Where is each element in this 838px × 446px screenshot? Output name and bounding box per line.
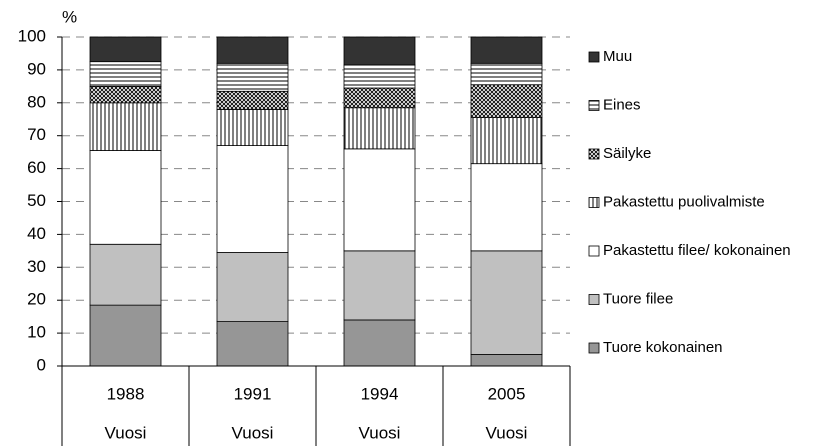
legend-swatch — [588, 51, 600, 63]
legend-swatch — [588, 148, 600, 160]
legend-label: Tuore kokonainen — [603, 339, 723, 356]
bar-segment — [89, 243, 162, 306]
bar-segment — [343, 107, 416, 150]
bar-segment — [470, 84, 543, 119]
bar-segment — [470, 117, 543, 165]
bar-segment — [343, 36, 416, 66]
x-group-label: Vuosi — [232, 423, 274, 442]
legend-swatch — [588, 197, 600, 208]
bar-segment — [470, 163, 543, 252]
bar-segment — [216, 252, 289, 322]
y-tick-label: 90 — [27, 59, 46, 78]
x-group-label: Vuosi — [105, 423, 147, 442]
x-tick-label: 2005 — [488, 384, 526, 403]
bar-segment — [216, 145, 289, 253]
legend-label: Tuore filee — [603, 290, 673, 307]
y-tick-label: 50 — [27, 191, 46, 210]
legend-label: Pakastettu filee/ kokonainen — [603, 242, 791, 259]
y-tick-label: 0 — [37, 355, 46, 374]
bar-segment — [216, 90, 289, 110]
bar-segment — [470, 36, 543, 64]
legend-label: Eines — [603, 96, 641, 113]
x-group-label: Vuosi — [486, 423, 528, 442]
legend-label: Muu — [603, 48, 632, 65]
bar-segment — [343, 148, 416, 252]
bar-segment — [89, 36, 162, 63]
y-tick-label: 30 — [27, 257, 46, 276]
bar-segment — [216, 108, 289, 146]
bar-segment — [216, 321, 289, 367]
bar-segment — [343, 64, 416, 89]
legend-swatch — [588, 245, 600, 257]
bar-segment — [343, 250, 416, 321]
x-group-label: Vuosi — [359, 423, 401, 442]
y-tick-label: 10 — [27, 323, 46, 342]
y-tick-label: 100 — [18, 26, 46, 45]
legend-swatch — [588, 342, 600, 354]
y-tick-label: 70 — [27, 125, 46, 144]
x-tick-label: 1991 — [234, 384, 272, 403]
y-axis-label: % — [62, 7, 77, 26]
y-tick-label: 40 — [27, 224, 46, 243]
bar-segment — [89, 61, 162, 87]
legend-swatch — [588, 100, 600, 111]
legend-label: Säilyke — [603, 145, 651, 162]
bar-segment — [89, 102, 162, 151]
y-tick-label: 60 — [27, 158, 46, 177]
y-tick-label: 80 — [27, 92, 46, 111]
bar-segment — [89, 304, 162, 367]
bar-segment — [89, 150, 162, 245]
bar-segment — [470, 62, 543, 86]
bar-segment — [216, 36, 289, 64]
bar-segment — [343, 87, 416, 109]
x-tick-label: 1994 — [361, 384, 399, 403]
bar-segment — [470, 250, 543, 355]
legend-swatch — [588, 294, 600, 305]
x-tick-label: 1988 — [107, 384, 145, 403]
bar-segment — [470, 354, 543, 367]
y-tick-label: 20 — [27, 290, 46, 309]
bar-segment — [89, 85, 162, 104]
bar-segment — [216, 62, 289, 92]
legend-label: Pakastettu puolivalmiste — [603, 193, 765, 210]
bar-segment — [343, 319, 416, 367]
